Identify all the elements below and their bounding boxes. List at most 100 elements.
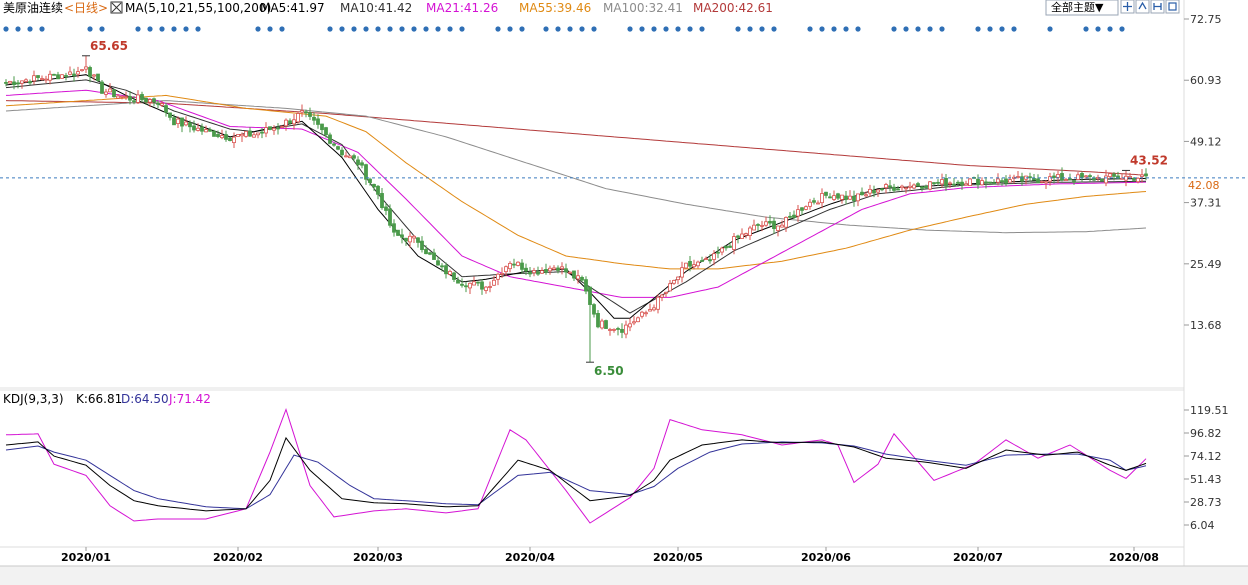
candle-body [636,317,640,323]
event-dot [147,26,153,32]
price-tick-label: 72.75 [1190,13,1222,26]
theme-button[interactable]: 全部主题▼ [1045,0,1119,16]
event-dot [651,26,657,32]
candle-body [708,259,712,262]
candle-body [644,312,648,315]
event-dot [411,26,417,32]
kdj-tick-label: 96.82 [1190,427,1222,440]
candle-body [148,99,152,103]
candle-body [500,273,504,275]
fullscreen-icon[interactable] [1165,0,1180,14]
event-dot [519,26,525,32]
candle-body [308,112,312,117]
candle-body [352,155,356,159]
candle-body [92,74,96,77]
event-dot [171,26,177,32]
candle-body [496,273,500,280]
candle-body [240,133,244,137]
kdj-tick-label: 51.43 [1190,473,1222,486]
event-dot [759,26,765,32]
ma-legend-ma200: MA200:42.61 [693,1,773,15]
candle-body [120,95,124,98]
event-dot [591,26,597,32]
price-tick-label: 49.12 [1190,135,1222,148]
candle-body [156,102,160,105]
candle-body [880,188,884,191]
candle-body [328,134,332,144]
candle-body [720,247,724,253]
candle-body [188,122,192,128]
candle-body [664,291,668,294]
candle-body [24,79,28,82]
candle-body [424,249,428,255]
candle-body [152,98,156,103]
candle-body [256,132,260,136]
candle-body [212,130,216,137]
event-dot [159,26,165,32]
candle-body [1036,178,1040,183]
candle-body [928,181,932,190]
event-dot [567,26,573,32]
candle-body [128,96,132,101]
candle-body [608,329,612,331]
ma-indicator-icon[interactable] [110,1,123,14]
candle-body [220,135,224,139]
candle-body [528,271,532,275]
event-dot [1083,26,1089,32]
candle-body [180,117,184,127]
candle-body [912,184,916,189]
candle-body [196,127,200,131]
period-label[interactable]: <日线> [64,1,108,15]
candle-body [324,127,328,136]
event-dot [39,26,45,32]
candle-body [96,73,100,81]
event-dot [3,26,9,32]
candle-body [948,182,952,185]
date-tick-label: 2020/07 [953,551,1003,564]
candle-body [828,196,832,199]
candle-body [852,195,856,202]
candle-body [1100,179,1104,182]
kdj-legend-k: K:66.81 [76,392,122,406]
candle-body [888,185,892,188]
candle-body [432,252,436,260]
candle-body [952,183,956,186]
candle-body [248,130,252,137]
kdj-legend-d: D:64.50 [121,392,169,406]
candle-body [936,181,940,184]
ma100-line [5,100,1147,234]
candle-body [1060,173,1064,181]
ma-legend-ma100: MA100:32.41 [603,1,683,15]
event-dot [99,26,105,32]
candle-body [680,267,684,278]
candle-body [856,193,860,202]
event-dot [1047,26,1053,32]
candle-body [944,178,948,187]
candle-body [988,181,992,184]
candle-body [728,245,732,248]
candle-body [536,271,540,275]
candle-body [304,111,308,114]
event-dot [903,26,909,32]
candle-body [388,208,392,226]
zoom-in-icon[interactable] [1135,0,1150,14]
event-dot [735,26,741,32]
candle-body [416,237,420,243]
kdj-lines [5,407,1147,524]
candle-body [132,100,136,103]
candle-body [4,82,8,84]
candle-body [292,119,296,125]
candle-body [1132,177,1136,181]
event-dot [339,26,345,32]
candle-body [508,263,512,270]
move-icon[interactable] [1120,0,1135,14]
candle-body [168,112,172,118]
event-dot [1011,26,1017,32]
chart-title: 美原油连续 [3,0,63,15]
candle-body [968,178,972,186]
event-dot [891,26,897,32]
candle-body [116,95,120,99]
candle-body [32,75,36,82]
candle-body [492,279,496,286]
zoom-out-icon[interactable] [1150,0,1165,14]
